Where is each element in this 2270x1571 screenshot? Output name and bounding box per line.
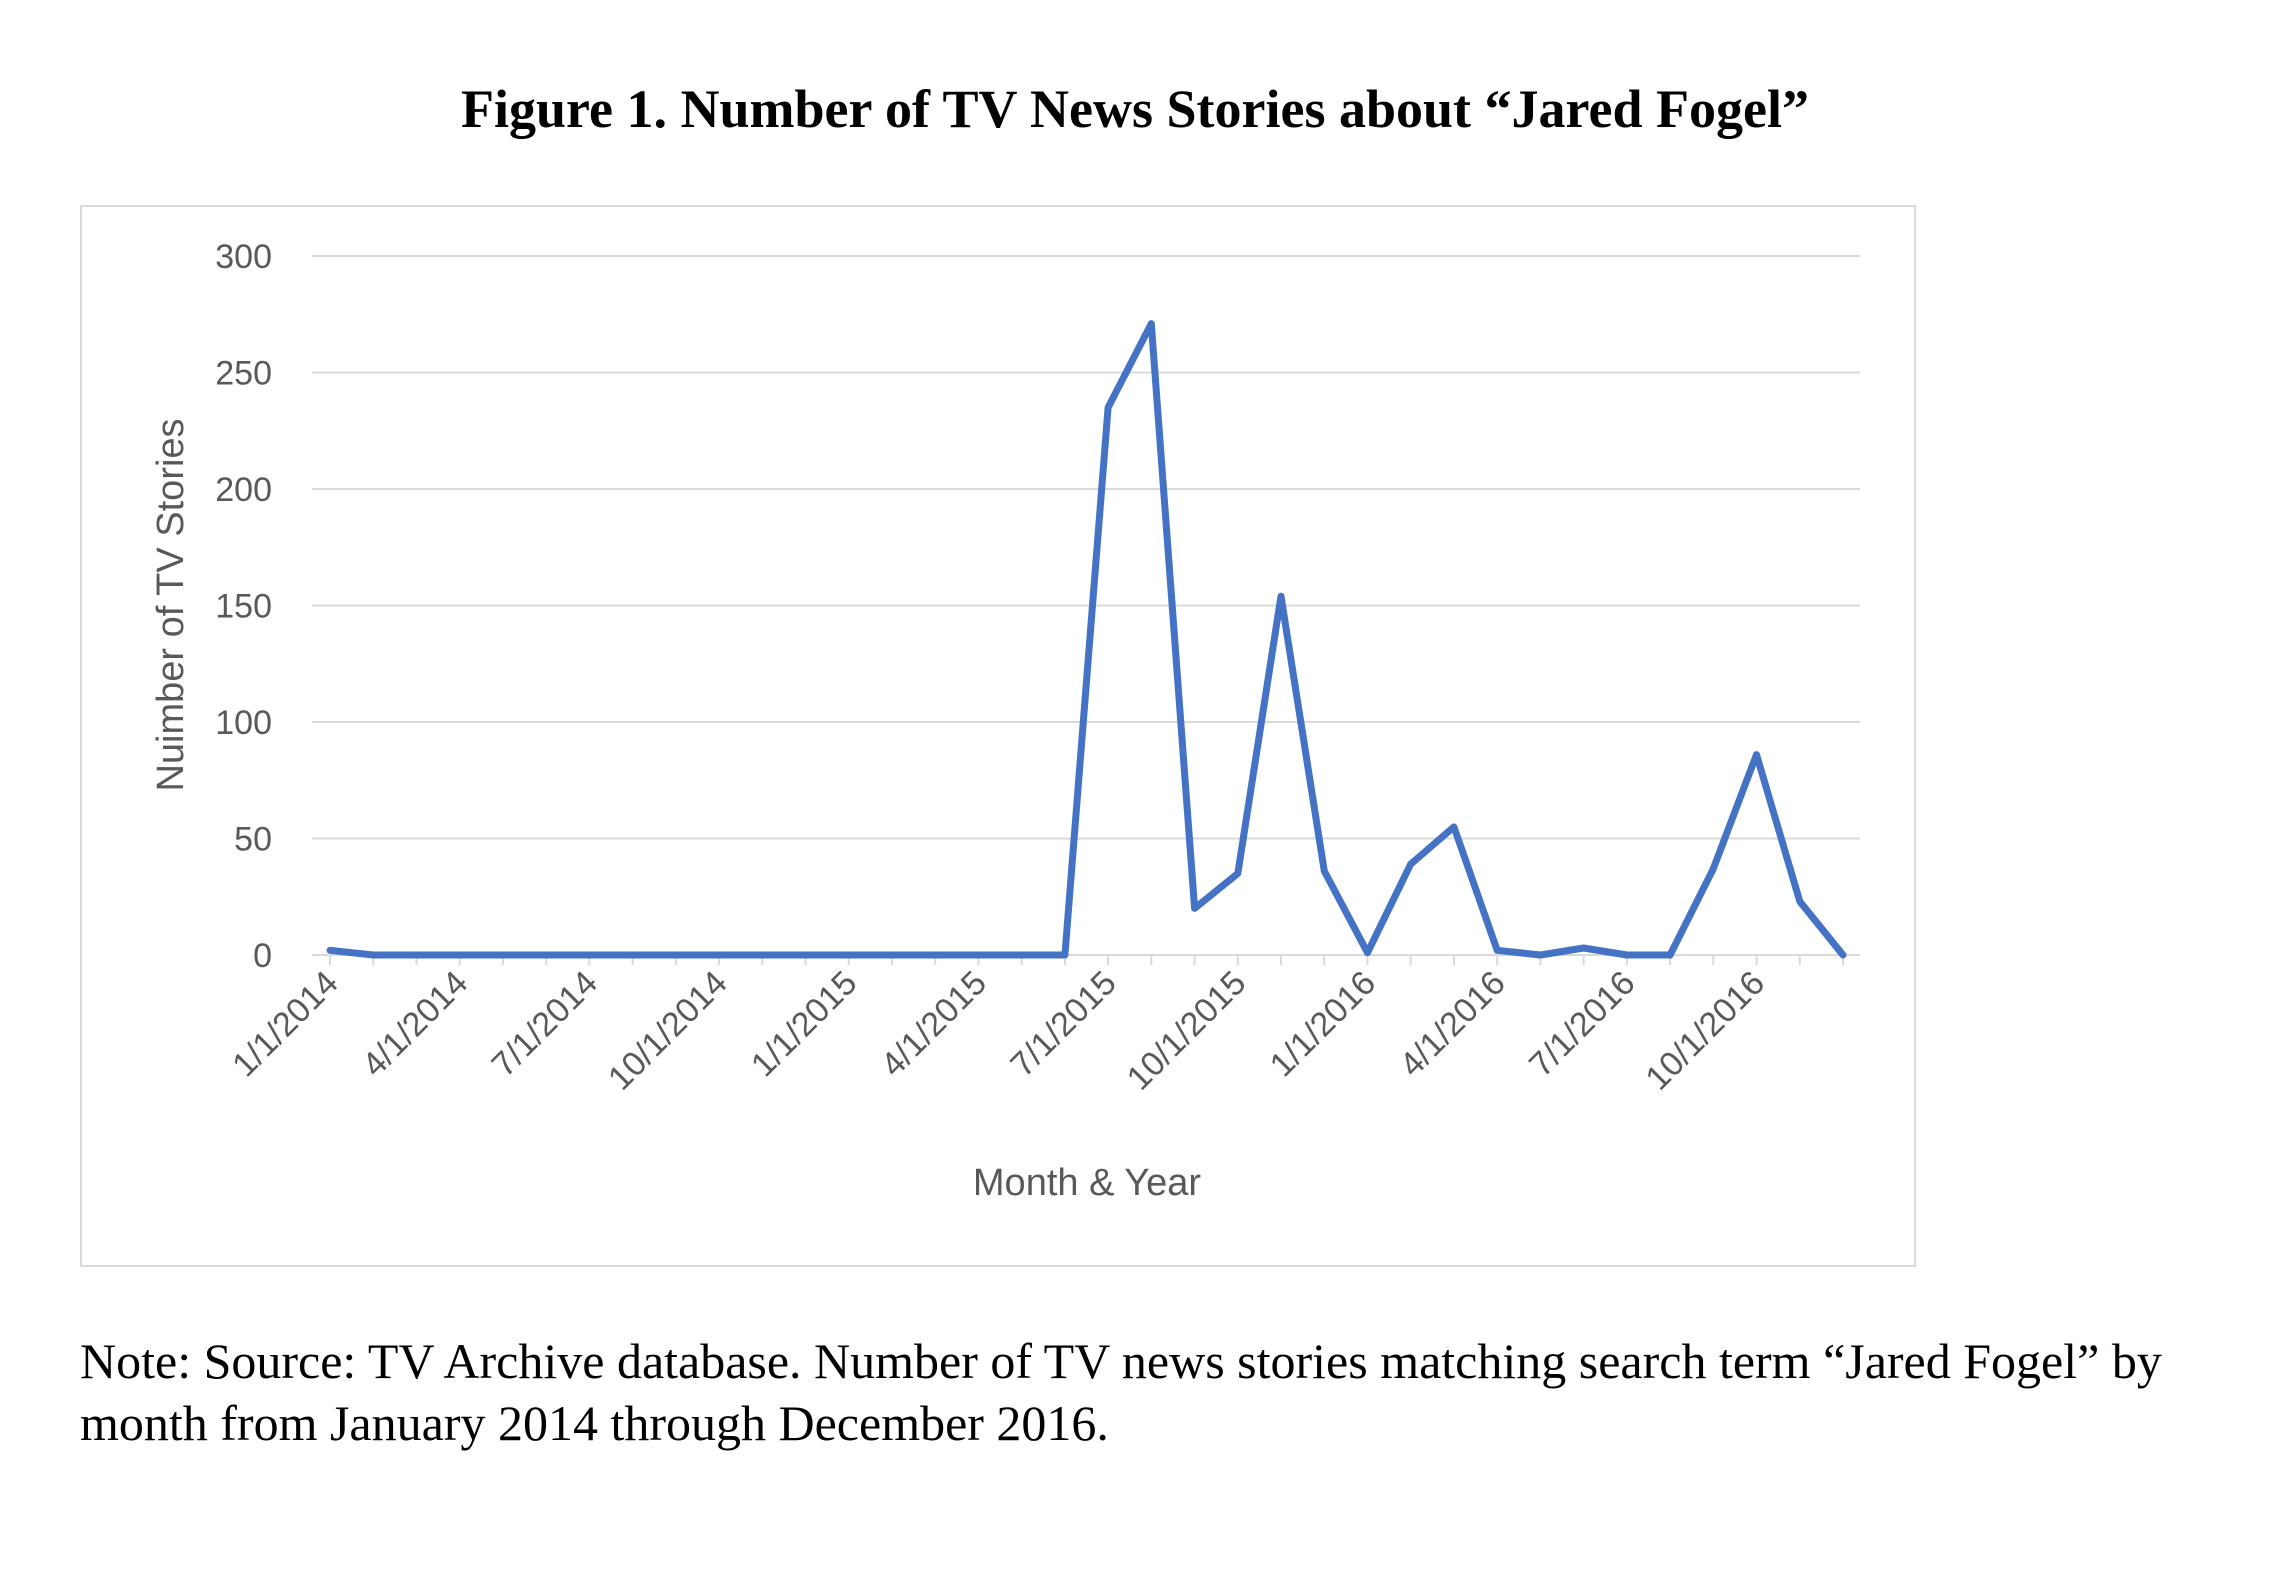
data-point <box>1408 861 1414 867</box>
x-tick-label: 4/1/2015 <box>874 964 994 1084</box>
x-tick-label: 7/1/2014 <box>485 964 605 1084</box>
x-tick-label: 10/1/2014 <box>601 964 735 1098</box>
y-tick-label: 150 <box>215 588 272 626</box>
data-point <box>586 952 592 958</box>
data-point <box>1494 947 1500 953</box>
y-tick-label: 50 <box>234 821 272 859</box>
data-point <box>803 952 809 958</box>
y-tick-label: 250 <box>215 355 272 393</box>
series-line-0 <box>326 320 1847 959</box>
x-tick-label: 10/1/2016 <box>1638 964 1772 1098</box>
x-tick-label: 7/1/2015 <box>1003 964 1123 1084</box>
data-point <box>1364 950 1370 956</box>
x-tick-label: 7/1/2016 <box>1522 964 1642 1084</box>
x-axis-title: Month & Year <box>973 1162 1202 1204</box>
x-tick-label: 4/1/2014 <box>355 964 475 1084</box>
data-point <box>1192 905 1198 911</box>
y-tick-label: 300 <box>215 238 272 276</box>
data-point <box>1019 952 1025 958</box>
data-point <box>889 952 895 958</box>
data-point <box>500 952 506 958</box>
data-point <box>1710 866 1716 872</box>
y-axis-title: Nuimber of TV Stories <box>150 418 192 791</box>
data-point <box>370 952 376 958</box>
data-point <box>716 952 722 958</box>
y-tick-label: 0 <box>253 937 272 975</box>
data-point <box>1235 870 1241 876</box>
data-point <box>1105 404 1111 410</box>
data-point <box>1624 952 1630 958</box>
data-point <box>457 952 463 958</box>
x-tick-label: 4/1/2016 <box>1392 964 1512 1084</box>
data-point <box>975 952 981 958</box>
data-point <box>1062 952 1068 958</box>
x-tick-label: 1/1/2014 <box>225 964 345 1084</box>
data-point <box>846 952 852 958</box>
y-tick-label: 200 <box>215 471 272 509</box>
data-point <box>1581 945 1587 951</box>
data-point <box>1148 321 1154 327</box>
data-point <box>1537 952 1543 958</box>
data-point <box>413 952 419 958</box>
data-point <box>1840 952 1846 958</box>
data-point <box>1797 898 1803 904</box>
x-tick-label: 1/1/2015 <box>744 964 864 1084</box>
data-point <box>1667 952 1673 958</box>
data-point <box>1451 824 1457 830</box>
data-point <box>759 952 765 958</box>
x-tick-label: 1/1/2016 <box>1263 964 1383 1084</box>
x-tick-label: 10/1/2015 <box>1120 964 1254 1098</box>
chart-frame <box>80 205 1916 1267</box>
figure-title: Figure 1. Number of TV News Stories abou… <box>461 79 1809 139</box>
figure-note: Note: Source: TV Archive database. Numbe… <box>80 1333 2162 1451</box>
data-point <box>1278 593 1284 599</box>
data-point <box>327 947 333 953</box>
data-point <box>1754 752 1760 758</box>
y-tick-label: 100 <box>215 704 272 742</box>
data-point <box>673 952 679 958</box>
data-point <box>543 952 549 958</box>
data-point <box>630 952 636 958</box>
data-point <box>1321 868 1327 874</box>
data-point <box>932 952 938 958</box>
